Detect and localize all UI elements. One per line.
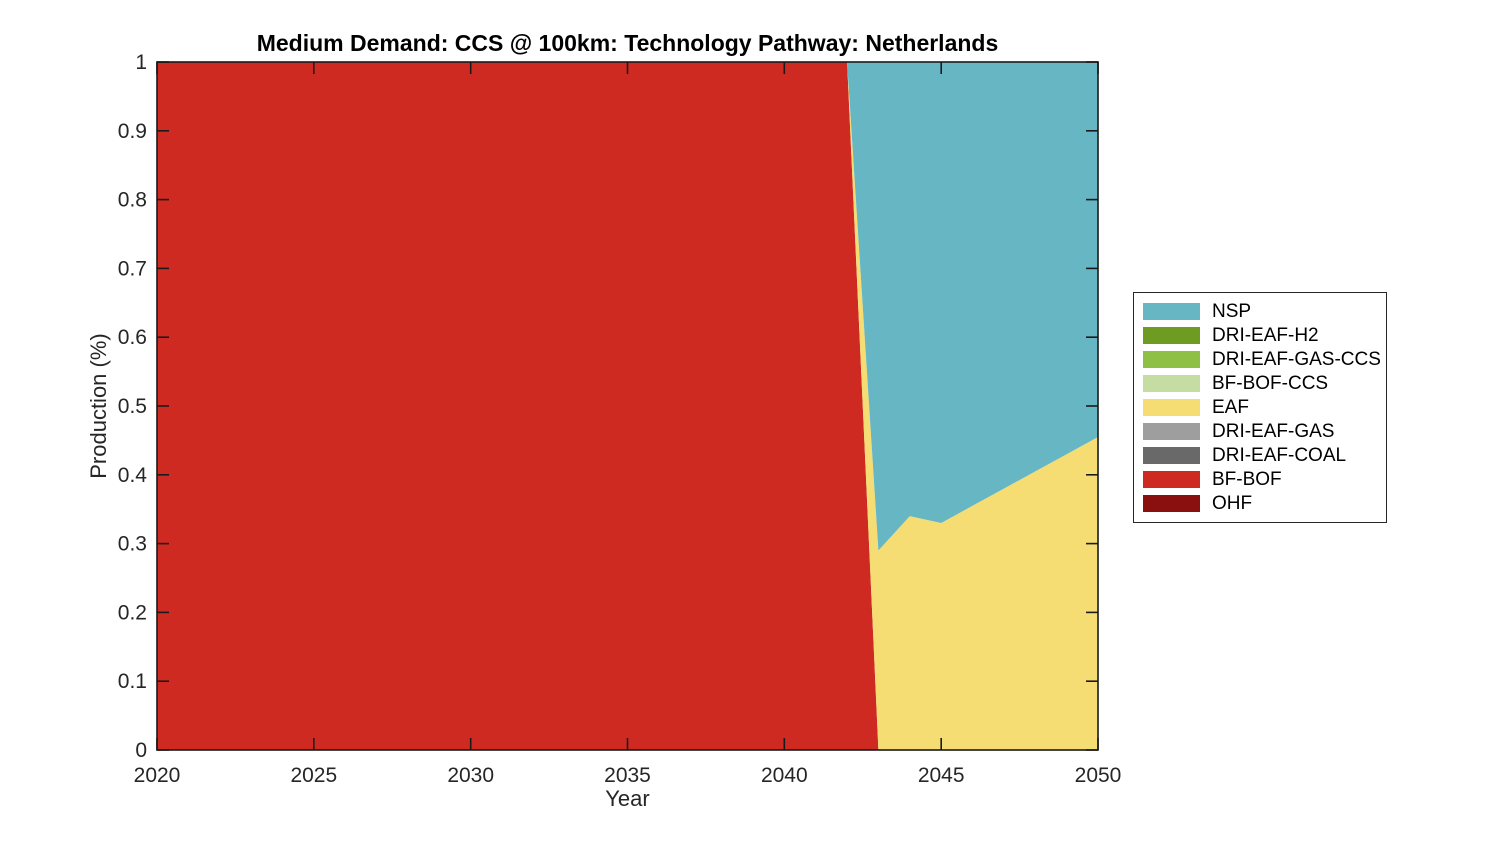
legend-label: DRI-EAF-H2 — [1212, 324, 1319, 346]
legend-label: BF-BOF-CCS — [1212, 372, 1329, 394]
y-tick-label: 0.1 — [118, 670, 147, 693]
y-tick-label: 0.8 — [118, 189, 147, 212]
x-tick-label: 2030 — [447, 764, 494, 787]
legend-swatch-bf-bof — [1143, 471, 1200, 489]
legend-swatch-dri-eaf-coal — [1143, 447, 1200, 465]
legend-label: DRI-EAF-GAS — [1212, 421, 1335, 443]
legend-item-dri-eaf-coal: DRI-EAF-COAL — [1143, 444, 1376, 468]
y-tick-label: 0.4 — [118, 464, 148, 487]
legend-label: DRI-EAF-GAS-CCS — [1212, 348, 1381, 370]
x-tick-label: 2035 — [604, 764, 651, 787]
y-tick-label: 0.9 — [118, 120, 147, 143]
area-nsp — [157, 62, 1098, 551]
legend-swatch-bf-bof-ccs — [1143, 374, 1200, 392]
y-tick-label: 0 — [135, 739, 147, 762]
legend-item-dri-eaf-gas-ccs: DRI-EAF-GAS-CCS — [1143, 347, 1381, 371]
area-bf-bof — [157, 62, 1098, 750]
legend-item-nsp: NSP — [1143, 299, 1376, 323]
legend-item-ohf: OHF — [1143, 492, 1376, 516]
x-tick-label: 2050 — [1075, 764, 1122, 787]
y-tick-label: 0.6 — [118, 326, 147, 349]
legend-item-eaf: EAF — [1143, 395, 1376, 419]
y-tick-label: 0.7 — [118, 257, 147, 280]
legend-swatch-ohf — [1143, 495, 1200, 513]
legend-item-bf-bof: BF-BOF — [1143, 468, 1376, 492]
area-eaf — [157, 62, 1098, 750]
y-tick-label: 1 — [135, 51, 147, 74]
legend: NSP DRI-EAF-H2 DRI-EAF-GAS-CCS BF-BOF-CCS EA… — [1133, 292, 1387, 523]
y-tick-label: 0.3 — [118, 533, 147, 556]
legend-label: OHF — [1212, 493, 1253, 515]
legend-label: BF-BOF — [1212, 469, 1282, 491]
legend-swatch-dri-eaf-gas-ccs — [1143, 350, 1200, 368]
y-tick-label: 0.2 — [118, 601, 147, 624]
x-tick-label: 2025 — [290, 764, 337, 787]
chart-title: Medium Demand: CCS @ 100km: Technology P… — [256, 30, 999, 56]
legend-label: DRI-EAF-COAL — [1212, 445, 1347, 467]
legend-swatch-dri-eaf-h2 — [1143, 326, 1200, 344]
legend-swatch-dri-eaf-gas — [1143, 423, 1200, 441]
legend-item-dri-eaf-h2: DRI-EAF-H2 — [1143, 323, 1376, 347]
legend-label: EAF — [1212, 396, 1249, 418]
x-tick-label: 2045 — [918, 764, 965, 787]
y-axis-label: Production (%) — [86, 333, 111, 479]
x-tick-label: 2040 — [761, 764, 808, 787]
legend-item-dri-eaf-gas: DRI-EAF-GAS — [1143, 419, 1376, 443]
x-tick-label: 2020 — [134, 764, 181, 787]
legend-label: NSP — [1212, 300, 1252, 322]
legend-item-bf-bof-ccs: BF-BOF-CCS — [1143, 371, 1376, 395]
legend-swatch-nsp — [1143, 302, 1200, 320]
legend-swatch-eaf — [1143, 398, 1200, 416]
x-axis-label: Year — [605, 786, 650, 811]
y-tick-label: 0.5 — [118, 395, 147, 418]
